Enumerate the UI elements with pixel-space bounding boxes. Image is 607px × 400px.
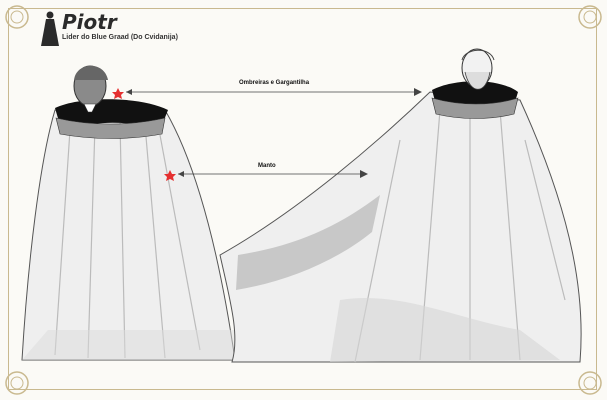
action-cloak [219, 91, 582, 363]
action-view-figure [219, 48, 582, 363]
sheet-frame [8, 8, 597, 390]
callout-arrows [126, 88, 422, 178]
corner-ornament-icon [5, 5, 29, 29]
front-view-figure [21, 65, 236, 361]
corner-ornament-icon [5, 371, 29, 395]
callout-mantle-label: Manto [258, 163, 276, 169]
star-marker-icon [112, 88, 124, 99]
character-subtitle: Lider do Blue Graad (Do Cvidanija) [62, 34, 178, 41]
corner-ornament-icon [578, 5, 602, 29]
character-name: Piotr [62, 10, 117, 34]
callout-shoulders-label: Ombreiras e Gargantilha [239, 80, 310, 86]
cloaked-figure-icon [41, 11, 59, 46]
front-shoulder-guard [55, 117, 166, 139]
action-shoulder-guard [431, 97, 519, 119]
star-marker-icon [164, 170, 176, 181]
corner-ornament-icon [578, 371, 602, 395]
front-cloak [21, 109, 236, 361]
